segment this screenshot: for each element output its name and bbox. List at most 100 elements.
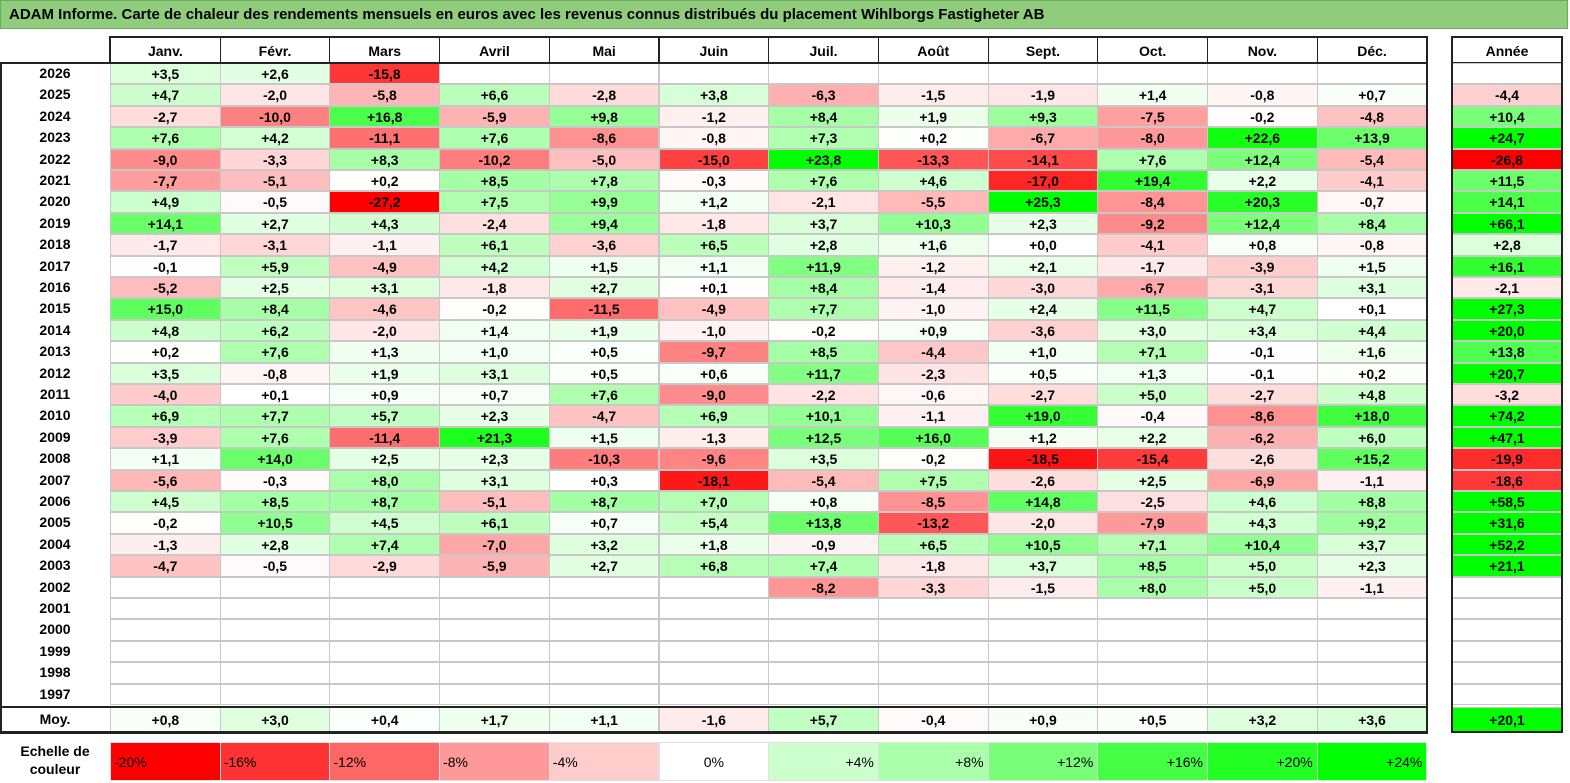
average-cell: +1,1 xyxy=(548,707,660,732)
heatmap-cell xyxy=(987,619,1099,641)
year-label: 2022 xyxy=(0,148,110,170)
heatmap-cell xyxy=(1097,640,1208,663)
heatmap-cell xyxy=(329,619,441,641)
heatmap-cell: +6,1 xyxy=(439,234,550,256)
heatmap-cell: +2,1 xyxy=(987,255,1099,277)
year-label: 2004 xyxy=(0,533,110,556)
heatmap-cell xyxy=(110,662,221,684)
heatmap-cell: +8,7 xyxy=(329,491,441,513)
month-header: Déc. xyxy=(1316,37,1428,63)
heatmap-cell: +5,0 xyxy=(1207,576,1318,598)
heatmap-cell: +2,8 xyxy=(219,533,331,556)
heatmap-cell xyxy=(658,683,770,705)
heatmap-cell: +11,5 xyxy=(1097,298,1208,320)
heatmap-cell xyxy=(219,683,331,705)
heatmap-cell: -1,9 xyxy=(987,84,1099,106)
heatmap-cell: +2,2 xyxy=(1097,426,1208,449)
color-scale-stop: -12% xyxy=(329,742,441,781)
heatmap-cell: +22,6 xyxy=(1207,127,1318,149)
heatmap-cell: +8,8 xyxy=(1316,491,1428,513)
annual-cell: +74,2 xyxy=(1452,405,1562,427)
heatmap-cell: +4,3 xyxy=(1207,512,1318,534)
heatmap-cell: -11,1 xyxy=(329,127,441,149)
heatmap-cell xyxy=(658,63,770,85)
heatmap-cell: +1,6 xyxy=(877,234,989,256)
color-scale-stop: +16% xyxy=(1097,742,1208,781)
annual-cell: +13,8 xyxy=(1452,341,1562,363)
average-cell: -1,6 xyxy=(658,707,770,732)
year-label: 2014 xyxy=(0,319,110,342)
heatmap-cell: -0,8 xyxy=(1207,84,1318,106)
heatmap-cell: +0,5 xyxy=(987,362,1099,384)
heatmap-cell: +1,0 xyxy=(439,341,550,363)
heatmap-cell xyxy=(548,576,660,598)
heatmap-cell: +7,6 xyxy=(768,170,879,192)
heatmap-cell xyxy=(1316,640,1428,663)
heatmap-cell: -2,0 xyxy=(987,512,1099,534)
year-label: 2020 xyxy=(0,191,110,213)
heatmap-cell: +9,9 xyxy=(548,191,660,213)
year-label: 2010 xyxy=(0,405,110,427)
heatmap-cell: -0,8 xyxy=(658,127,770,149)
heatmap-cell xyxy=(1316,683,1428,705)
heatmap-cell: -2,7 xyxy=(987,384,1099,406)
heatmap-cell: +1,5 xyxy=(1316,255,1428,277)
average-cell: +3,0 xyxy=(219,707,331,732)
annual-cell: +16,1 xyxy=(1452,255,1562,277)
heatmap-cell xyxy=(877,683,989,705)
heatmap-cell xyxy=(877,640,989,663)
heatmap-cell: -15,4 xyxy=(1097,448,1208,470)
heatmap-cell: +6,0 xyxy=(1316,426,1428,449)
color-scale-stop: +8% xyxy=(877,742,989,781)
heatmap-cell: +20,3 xyxy=(1207,191,1318,213)
color-scale-stop: +24% xyxy=(1316,742,1428,781)
year-label: 2024 xyxy=(0,105,110,128)
heatmap-cell xyxy=(658,619,770,641)
heatmap-cell: -3,1 xyxy=(1207,277,1318,299)
month-header: Juin xyxy=(658,37,770,63)
heatmap-cell: +7,7 xyxy=(768,298,879,320)
average-cell: +3,6 xyxy=(1316,707,1428,732)
heatmap-cell: -2,0 xyxy=(329,319,441,342)
month-header: Août xyxy=(877,37,989,63)
heatmap-cell: -2,3 xyxy=(877,362,989,384)
heatmap-cell: -0,8 xyxy=(219,362,331,384)
heatmap-cell: -2,2 xyxy=(768,384,879,406)
annual-cell xyxy=(1452,683,1562,705)
heatmap-cell: -5,2 xyxy=(110,277,221,299)
heatmap-cell: +1,4 xyxy=(1097,84,1208,106)
heatmap-cell: -0,6 xyxy=(877,384,989,406)
heatmap-cell: -5,4 xyxy=(768,469,879,491)
heatmap-cell: -5,4 xyxy=(1316,148,1428,170)
heatmap-cell: +1,3 xyxy=(329,341,441,363)
heatmap-cell: -1,8 xyxy=(439,277,550,299)
heatmap-cell: -8,6 xyxy=(1207,405,1318,427)
heatmap-cell: +3,7 xyxy=(987,555,1099,577)
heatmap-cell: +1,9 xyxy=(548,319,660,342)
heatmap-cell: -2,0 xyxy=(219,84,331,106)
heatmap-cell: +12,4 xyxy=(1207,212,1318,235)
heatmap-cell xyxy=(548,640,660,663)
heatmap-cell: +7,6 xyxy=(439,127,550,149)
year-label: 2016 xyxy=(0,277,110,299)
heatmap-cell: -3,3 xyxy=(877,576,989,598)
heatmap-cell: -6,7 xyxy=(1097,277,1208,299)
heatmap-cell: -1,7 xyxy=(1097,255,1208,277)
heatmap-cell: +9,4 xyxy=(548,212,660,235)
heatmap-cell: +6,8 xyxy=(658,555,770,577)
annual-cell: +58,5 xyxy=(1452,491,1562,513)
heatmap-cell: -18,1 xyxy=(658,469,770,491)
heatmap-cell: +16,8 xyxy=(329,105,441,128)
heatmap-cell: +1,2 xyxy=(658,191,770,213)
heatmap-cell: +1,6 xyxy=(1316,341,1428,363)
heatmap-cell: +25,3 xyxy=(987,191,1099,213)
average-cell: +0,9 xyxy=(987,707,1099,732)
heatmap-cell xyxy=(548,662,660,684)
annual-cell: -3,2 xyxy=(1452,384,1562,406)
average-cell: -0,4 xyxy=(877,707,989,732)
heatmap-cell xyxy=(329,640,441,663)
heatmap-cell xyxy=(439,662,550,684)
heatmap-cell: -3,9 xyxy=(1207,255,1318,277)
color-scale-stop: -20% xyxy=(110,742,221,781)
heatmap-cell: +0,1 xyxy=(1316,298,1428,320)
